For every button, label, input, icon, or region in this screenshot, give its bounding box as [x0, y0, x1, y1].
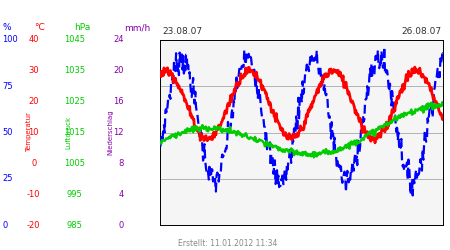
Text: -20: -20: [27, 220, 40, 230]
Text: 0: 0: [118, 220, 124, 230]
Text: 100: 100: [2, 36, 18, 44]
Text: 1045: 1045: [64, 36, 85, 44]
Text: -10: -10: [27, 190, 40, 199]
Text: 25: 25: [2, 174, 13, 183]
Text: 16: 16: [113, 97, 124, 106]
Text: 0: 0: [2, 220, 8, 230]
Text: 0: 0: [31, 159, 36, 168]
Text: 4: 4: [118, 190, 124, 199]
Text: 23.08.07: 23.08.07: [162, 27, 202, 36]
Text: Temperatur: Temperatur: [26, 112, 32, 152]
Text: 10: 10: [28, 128, 39, 137]
Text: 20: 20: [28, 97, 39, 106]
Text: 20: 20: [113, 66, 124, 75]
Text: 75: 75: [2, 82, 13, 91]
Text: 1035: 1035: [64, 66, 85, 75]
Text: 1025: 1025: [64, 97, 85, 106]
Text: 50: 50: [2, 128, 13, 137]
Text: mm/h: mm/h: [124, 24, 150, 32]
Text: 26.08.07: 26.08.07: [401, 27, 441, 36]
Text: hPa: hPa: [74, 24, 90, 32]
Text: °C: °C: [34, 24, 45, 32]
Text: 12: 12: [113, 128, 124, 137]
Text: %: %: [2, 24, 11, 32]
Text: 30: 30: [28, 66, 39, 75]
Text: 1015: 1015: [64, 128, 85, 137]
Text: 40: 40: [28, 36, 39, 44]
Text: Niederschlag: Niederschlag: [107, 110, 113, 155]
Text: Erstellt: 11.01.2012 11:34: Erstellt: 11.01.2012 11:34: [178, 238, 277, 248]
Text: 995: 995: [67, 190, 82, 199]
Text: 985: 985: [66, 220, 82, 230]
Text: Luftdruck: Luftdruck: [65, 116, 72, 149]
Text: 1005: 1005: [64, 159, 85, 168]
Text: 8: 8: [118, 159, 124, 168]
Text: Luftfeuchtigkeit: Luftfeuchtigkeit: [0, 105, 1, 160]
Text: 24: 24: [113, 36, 124, 44]
